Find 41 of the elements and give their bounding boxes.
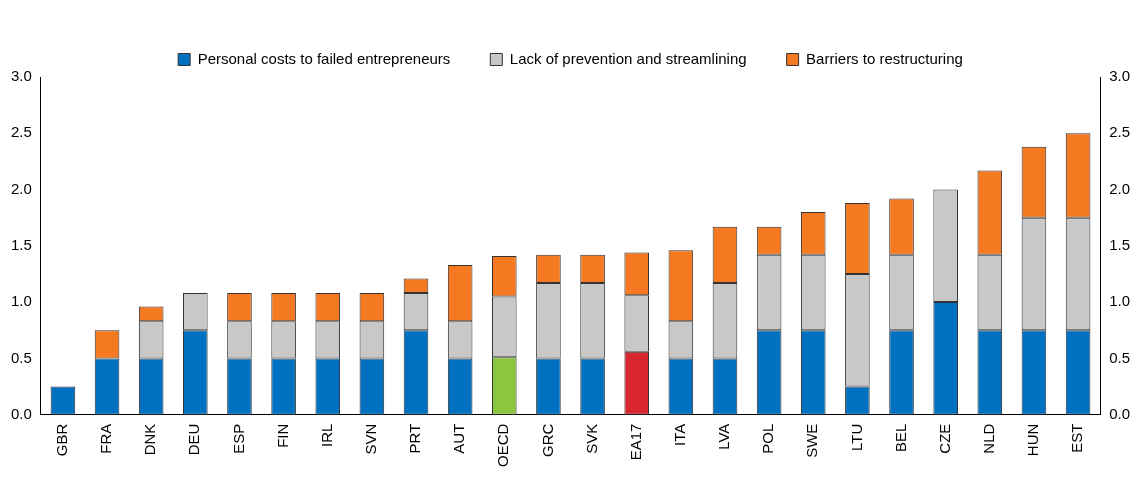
x-tick-label: LTU: [847, 423, 865, 451]
y-tick-label: 1.5: [10, 235, 32, 253]
y-tick-label: 0.5: [10, 348, 32, 366]
x-tick-label: NLD: [979, 423, 997, 454]
x-tick-label: SWE: [803, 423, 821, 458]
y2-tick-label: 2.5: [1109, 123, 1131, 141]
x-tick-label: GRC: [538, 423, 556, 458]
y-tick-label: 2.5: [10, 123, 32, 141]
x-tick-label: ESP: [229, 423, 247, 454]
x-tick-label: AUT: [450, 423, 468, 454]
x-tick-label: SVN: [362, 423, 380, 455]
x-tick-label: BEL: [891, 423, 909, 453]
x-tick-label: OECD: [494, 423, 512, 468]
y2-tick-label: 1.0: [1109, 292, 1131, 310]
x-tick-label: GBR: [53, 423, 71, 457]
x-tick-label: DEU: [185, 423, 203, 456]
y2-tick-label: 3.0: [1109, 67, 1131, 85]
x-tick-label: DNK: [141, 423, 159, 456]
x-tick-label: HUN: [1024, 423, 1042, 457]
x-tick-label: FRA: [97, 423, 115, 454]
x-tick-label: PRT: [406, 423, 424, 454]
y-tick-label: 2.0: [10, 179, 32, 197]
legend-label: Lack of prevention and streamlining: [509, 49, 747, 67]
y2-tick-label: 0.0: [1109, 404, 1131, 422]
x-tick-label: ITA: [670, 423, 688, 446]
y-tick-label: 3.0: [10, 67, 32, 85]
x-tick-label: IRL: [317, 423, 335, 448]
y-tick-label: 0.0: [10, 404, 32, 422]
x-tick-label: FIN: [273, 423, 291, 448]
x-tick-label: POL: [759, 423, 777, 454]
x-tick-label: LVA: [715, 423, 733, 450]
x-tick-label: EST: [1068, 423, 1086, 453]
y2-tick-label: 1.5: [1109, 235, 1131, 253]
y2-tick-label: 0.5: [1109, 348, 1131, 366]
legend-label: Barriers to restructuring: [806, 49, 963, 67]
x-tick-label: CZE: [935, 423, 953, 454]
x-tick-label: SVK: [582, 423, 600, 454]
y-tick-label: 1.0: [10, 292, 32, 310]
y2-tick-label: 2.0: [1109, 179, 1131, 197]
legend-label: Personal costs to failed entrepreneurs: [197, 49, 451, 67]
x-tick-label: EA17: [626, 423, 644, 461]
